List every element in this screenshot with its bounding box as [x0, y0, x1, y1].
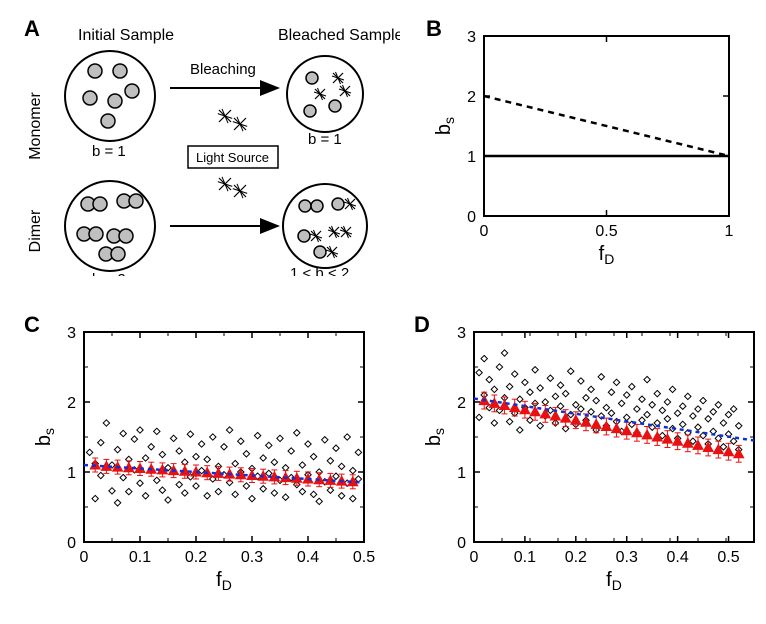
svg-text:Bleached Sample: Bleached Sample — [278, 27, 400, 44]
svg-text:b = 1: b = 1 — [308, 131, 342, 148]
svg-text:0.4: 0.4 — [297, 549, 319, 566]
svg-text:2: 2 — [67, 395, 76, 412]
svg-text:0.1: 0.1 — [514, 549, 536, 566]
svg-text:Dimer: Dimer — [27, 209, 44, 252]
svg-text:0.4: 0.4 — [667, 549, 689, 566]
svg-text:0: 0 — [470, 549, 479, 566]
svg-text:0.1: 0.1 — [129, 549, 151, 566]
figure-root: A Initial SampleBleached SampleMonomerDi… — [10, 10, 756, 614]
svg-text:0: 0 — [480, 223, 489, 240]
svg-text:3: 3 — [67, 325, 76, 342]
svg-text:1: 1 — [725, 223, 734, 240]
svg-text:0.3: 0.3 — [616, 549, 638, 566]
panel-c-svg: 0 0.1 0.2 0.3 0.4 0.5 0 1 2 3 fD bs — [20, 310, 380, 610]
panel-a-svg: Initial Sample Bleached Sample Monomer Dime… — [20, 16, 400, 276]
panel-d-svg: 0 0.1 0.2 0.3 0.4 0.5 0 1 2 3 fD bs — [410, 310, 766, 610]
svg-text:3: 3 — [457, 325, 466, 342]
svg-text:b = 1: b = 1 — [92, 143, 126, 160]
svg-text:0.5: 0.5 — [595, 223, 617, 240]
svg-text:0: 0 — [80, 549, 89, 566]
svg-text:Bleaching: Bleaching — [190, 61, 256, 78]
panel-b-svg: 0 0.5 1 0 1 2 3 fD bs — [420, 16, 750, 276]
svg-text:2: 2 — [457, 395, 466, 412]
svg-text:1 < b < 2: 1 < b < 2 — [290, 265, 349, 276]
svg-text:0: 0 — [67, 535, 76, 552]
svg-text:1: 1 — [467, 149, 476, 166]
svg-text:bs: bs — [33, 428, 57, 446]
svg-text:0.2: 0.2 — [185, 549, 207, 566]
svg-text:Monomer: Monomer — [27, 92, 44, 160]
svg-text:0: 0 — [467, 209, 476, 226]
svg-text:0.2: 0.2 — [565, 549, 587, 566]
svg-text:0.5: 0.5 — [353, 549, 375, 566]
svg-text:bs: bs — [423, 428, 447, 446]
svg-text:0.3: 0.3 — [241, 549, 263, 566]
svg-text:1: 1 — [457, 465, 466, 482]
svg-text:fD: fD — [599, 243, 615, 267]
svg-text:bs: bs — [433, 117, 457, 135]
svg-text:fD: fD — [216, 569, 232, 593]
svg-text:3: 3 — [467, 29, 476, 46]
svg-text:2: 2 — [467, 89, 476, 106]
svg-text:Light Source: Light Source — [196, 150, 269, 165]
svg-text:0: 0 — [457, 535, 466, 552]
svg-text:0.5: 0.5 — [717, 549, 739, 566]
svg-text:fD: fD — [606, 569, 622, 593]
svg-text:1: 1 — [67, 465, 76, 482]
svg-text:b = 2: b = 2 — [92, 271, 126, 276]
svg-text:Initial Sample: Initial Sample — [78, 27, 174, 44]
